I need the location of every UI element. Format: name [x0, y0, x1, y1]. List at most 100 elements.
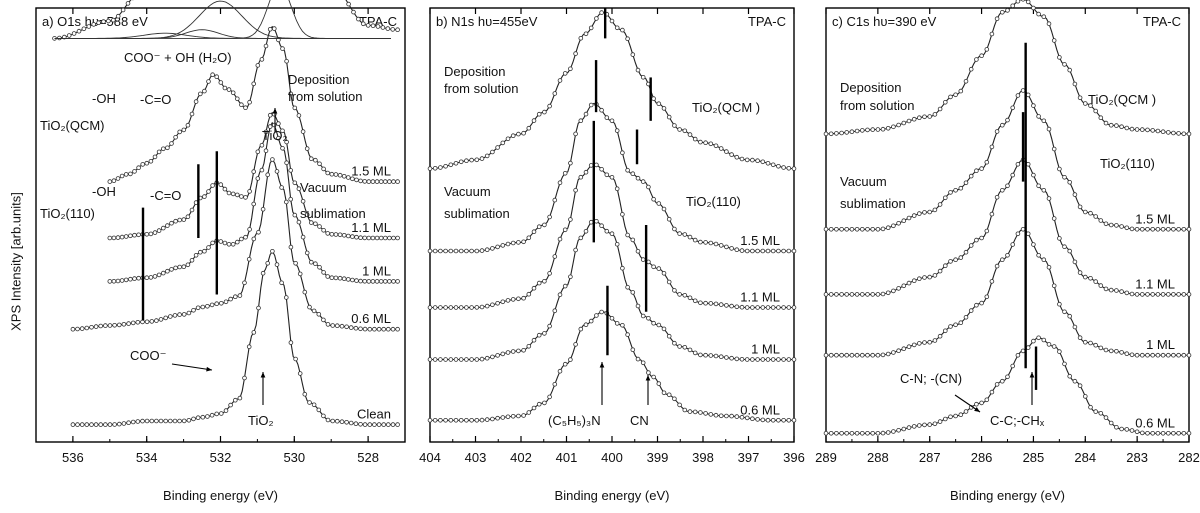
data-point: [154, 318, 159, 323]
annotation-cn: CN: [630, 413, 649, 428]
data-point: [242, 280, 247, 286]
data-point: [235, 192, 240, 198]
data-point: [276, 121, 281, 126]
data-point: [223, 408, 229, 413]
annotation-tio2-110: TiO₂(110): [1100, 156, 1155, 171]
data-point: [128, 276, 133, 282]
data-point: [1072, 324, 1078, 330]
data-point: [218, 80, 224, 85]
data-point: [265, 260, 271, 266]
data-point: [854, 430, 860, 436]
data-point: [474, 248, 480, 254]
data-point: [333, 232, 339, 237]
data-point: [781, 165, 786, 170]
data-point: [292, 180, 298, 186]
annotation-sublimation: sublimation: [300, 206, 366, 221]
data-point: [316, 407, 322, 413]
x-axis-label: Binding energy (eV): [163, 488, 278, 503]
data-point: [200, 304, 206, 310]
data-point: [776, 357, 781, 362]
data-point: [786, 417, 792, 423]
data-point: [911, 278, 917, 284]
data-point: [791, 305, 797, 310]
data-point: [255, 176, 261, 181]
data-point: [321, 317, 326, 323]
data-point: [625, 332, 630, 337]
data-point: [1005, 117, 1010, 123]
data-point: [1077, 270, 1083, 275]
data-point: [387, 235, 392, 241]
data-point: [112, 422, 117, 427]
data-point: [432, 305, 438, 310]
data-point: [739, 414, 745, 420]
data-point: [891, 223, 896, 229]
data-point: [849, 430, 855, 436]
data-point: [823, 227, 829, 232]
data-point: [111, 178, 117, 184]
data-point: [376, 422, 382, 427]
x-tick-label: 398: [692, 450, 714, 465]
data-point: [573, 131, 578, 137]
data-point: [302, 391, 308, 397]
data-point: [362, 278, 368, 284]
data-point: [242, 375, 247, 381]
series-tio2-qcm-: [823, 0, 1192, 137]
data-point: [1155, 430, 1161, 436]
data-point: [958, 255, 964, 260]
data-point: [989, 31, 995, 37]
data-point: [922, 275, 927, 280]
data-point: [226, 87, 232, 92]
data-point: [1031, 103, 1036, 108]
data-point: [300, 199, 306, 204]
data-point: [209, 302, 215, 308]
data-point: [1041, 257, 1047, 263]
data-point: [1057, 166, 1062, 172]
data-point: [994, 129, 1000, 134]
data-point: [963, 79, 969, 84]
data-point: [875, 430, 881, 436]
data-point: [698, 139, 703, 145]
data-point: [1186, 131, 1192, 137]
data-point: [385, 326, 391, 332]
data-point: [1031, 338, 1036, 344]
data-point: [382, 279, 388, 284]
data-point: [708, 141, 714, 147]
data-point: [672, 340, 677, 346]
data-point: [739, 356, 745, 362]
data-point: [708, 240, 714, 246]
data-point: [1119, 426, 1124, 432]
data-point: [1083, 339, 1088, 345]
data-point: [542, 278, 547, 284]
data-point: [999, 378, 1005, 384]
data-point: [755, 417, 760, 422]
data-point: [98, 422, 103, 427]
data-point: [542, 109, 547, 115]
data-point: [296, 186, 302, 192]
data-point: [135, 419, 141, 424]
data-point: [81, 26, 87, 32]
data-point: [163, 418, 169, 424]
data-point: [724, 244, 729, 250]
data-point: [677, 127, 682, 132]
data-point: [243, 234, 248, 240]
data-point: [490, 416, 495, 422]
data-point: [552, 197, 558, 203]
data-point: [1145, 352, 1150, 358]
data-point: [948, 94, 953, 100]
data-point: [698, 300, 703, 306]
data-point: [191, 416, 196, 422]
data-point: [296, 113, 302, 118]
data-point: [677, 344, 682, 349]
data-point: [994, 382, 1000, 387]
data-point: [89, 324, 94, 330]
data-point: [542, 331, 547, 336]
data-point: [937, 202, 943, 207]
data-point: [859, 430, 865, 436]
data-point: [177, 418, 182, 424]
data-point: [1005, 374, 1010, 380]
data-point: [885, 290, 891, 296]
data-point: [1083, 209, 1088, 215]
data-point: [202, 194, 207, 199]
data-point: [121, 421, 127, 426]
data-point: [304, 250, 310, 256]
